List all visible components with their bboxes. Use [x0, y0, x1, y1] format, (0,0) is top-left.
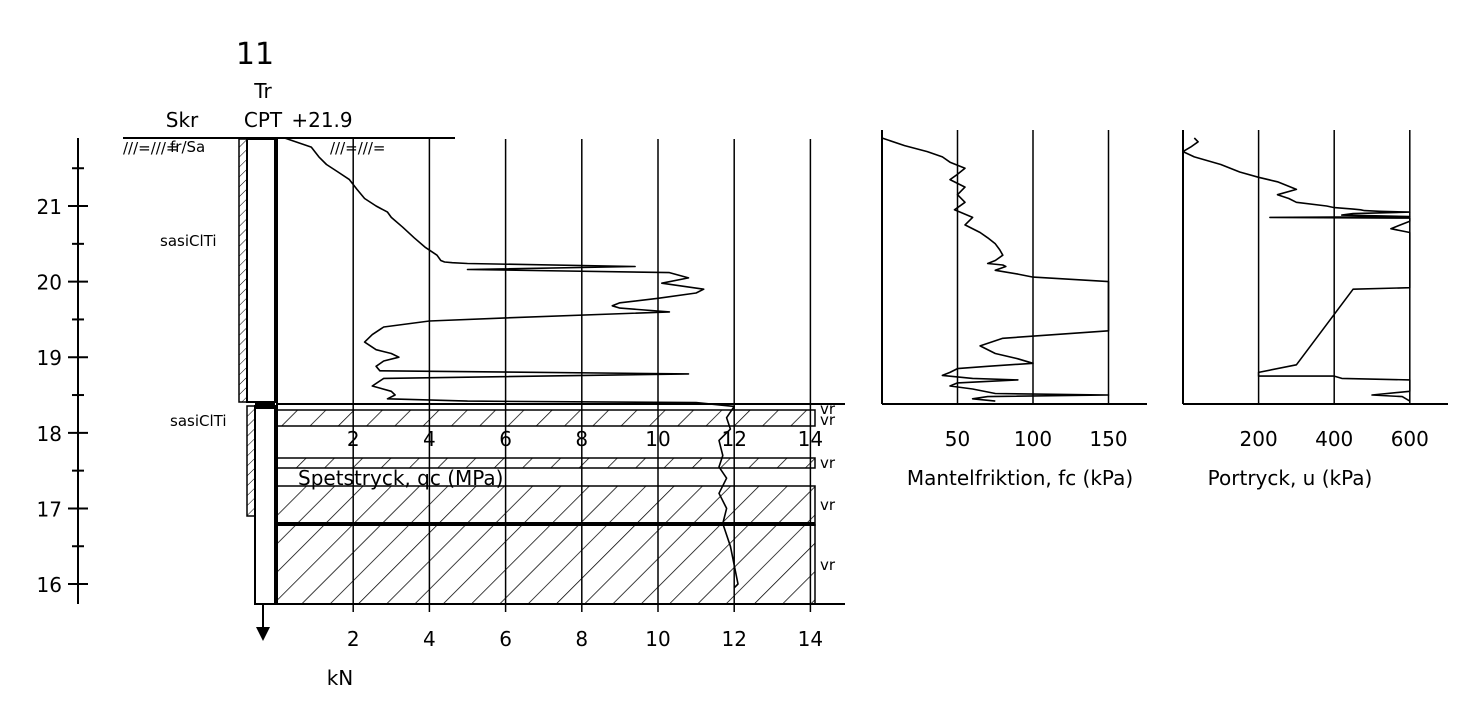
sounding-column-band — [255, 402, 275, 409]
force-tick: 12 — [721, 627, 746, 651]
force-tick: 14 — [798, 627, 823, 651]
qc-tick: 6 — [499, 427, 512, 451]
elevation-tick-label: 17 — [37, 497, 62, 521]
u-trace — [1182, 137, 1411, 402]
fc-tick: 50 — [945, 427, 970, 451]
qc-tick-labels: 2 4 6 8 10 12 14 — [347, 427, 823, 451]
surface-symbol-right: ///=///= — [330, 139, 385, 157]
qc-tick: 12 — [721, 427, 746, 451]
fc-grid — [881, 130, 1147, 405]
force-axis-unit: kN — [327, 666, 354, 690]
elevation-tick-label: 18 — [37, 422, 62, 446]
stop-arrow — [256, 627, 270, 641]
method-line-1: Tr — [253, 79, 272, 103]
fc-tick-labels: 50 100 150 — [945, 427, 1128, 451]
layer-label-5: vr — [820, 556, 836, 574]
elevation-tick-label: 19 — [37, 346, 62, 370]
left-column-label: Skr — [166, 108, 199, 132]
fc-tick: 100 — [1014, 427, 1052, 451]
soil-label-3: sasiClTi — [170, 412, 227, 430]
force-tick: 2 — [347, 627, 360, 651]
u-tick: 200 — [1240, 427, 1278, 451]
fc-axis-label: Mantelfriktion, fc (kPa) — [907, 466, 1133, 490]
qc-trace — [284, 137, 739, 589]
u-tick: 600 — [1391, 427, 1429, 451]
force-tick: 6 — [499, 627, 512, 651]
soil-label-1: fr/Sa — [170, 138, 205, 156]
u-grid — [1182, 130, 1448, 405]
elevation-tick-label: 16 — [37, 573, 62, 597]
surface-symbol-left: ///=///= — [123, 139, 178, 157]
qc-axis-label: Spetstryck, qc (MPa) — [298, 466, 503, 490]
layer-hatching — [255, 409, 845, 605]
sounding-column-lower-hatch — [246, 405, 256, 517]
fc-tick: 150 — [1089, 427, 1127, 451]
u-tick-labels: 200 400 600 — [1240, 427, 1429, 451]
u-axis-label: Portryck, u (kPa) — [1208, 466, 1373, 490]
sounding-column-upper-hatch — [238, 138, 248, 403]
elevation-tick-label: 20 — [37, 271, 62, 295]
elevation-axis: 21 20 19 18 17 16 — [37, 138, 88, 604]
qc-tick: 10 — [645, 427, 670, 451]
force-tick: 8 — [575, 627, 588, 651]
sounding-column-lower — [254, 405, 276, 605]
u-tick: 400 — [1315, 427, 1353, 451]
ground-elevation: +21.9 — [291, 108, 352, 132]
qc-tick: 14 — [798, 427, 823, 451]
layer-label-4: vr — [820, 496, 836, 514]
qc-tick: 8 — [575, 427, 588, 451]
fc-trace — [881, 137, 1110, 402]
layer-label-2: vr — [820, 411, 836, 429]
force-tick-labels: 2 4 6 8 10 12 14 — [347, 604, 823, 651]
borehole-number: 11 — [236, 37, 274, 72]
elevation-tick-label: 21 — [37, 195, 62, 219]
qc-tick: 4 — [423, 427, 436, 451]
force-tick: 4 — [423, 627, 436, 651]
method-line-2: CPT — [244, 108, 283, 132]
layer-label-3: vr — [820, 454, 836, 472]
qc-tick: 2 — [347, 427, 360, 451]
soil-label-2: sasiClTi — [160, 232, 217, 250]
sounding-column-upper — [246, 138, 276, 403]
force-tick: 10 — [645, 627, 670, 651]
